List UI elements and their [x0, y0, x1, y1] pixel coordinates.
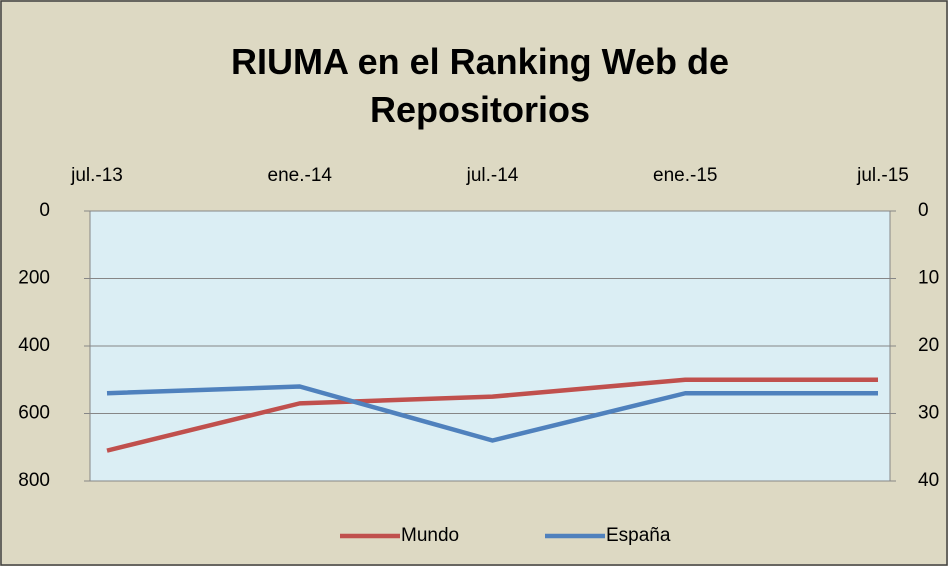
chart-title: RIUMA en el Ranking Web de Repositorios: [230, 41, 730, 130]
y-tick-label: 400: [18, 335, 50, 356]
x-tick-label: jul.-14: [466, 165, 519, 186]
x-tick-label: jul.-15: [856, 165, 909, 186]
legend-label: España: [606, 525, 671, 546]
legend-label: Mundo: [401, 525, 459, 546]
y2-tick-label: 10: [918, 268, 939, 289]
x-tick-label: ene.-15: [653, 165, 717, 186]
y2-tick-label: 40: [918, 470, 939, 491]
y2-tick-label: 0: [918, 200, 929, 221]
y-tick-label: 600: [18, 403, 50, 424]
y2-tick-label: 30: [918, 403, 939, 424]
x-tick-label: ene.-14: [268, 165, 333, 186]
series-line: [106, 377, 878, 453]
y-tick-label: 200: [18, 268, 50, 289]
y-tick-label: 0: [39, 200, 50, 221]
y2-tick-label: 20: [918, 335, 939, 356]
series-line: [106, 384, 878, 443]
x-tick-label: jul.-13: [70, 165, 123, 186]
y-tick-label: 800: [18, 470, 50, 491]
